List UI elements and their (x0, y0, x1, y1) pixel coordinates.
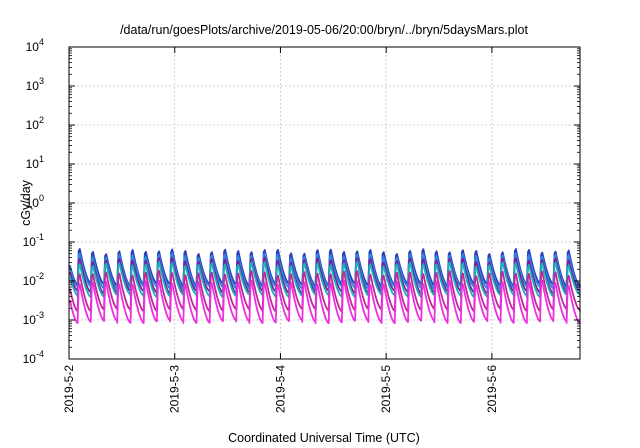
series-group (69, 247, 581, 325)
y-tick-exponent: 0 (39, 193, 44, 203)
y-tick-base: 10 (26, 157, 40, 171)
y-tick-base: 10 (26, 196, 40, 210)
y-tick-label: 101 (26, 154, 44, 171)
series-line (69, 252, 581, 290)
y-tick-exponent: -4 (36, 349, 44, 359)
series-line (69, 279, 581, 325)
x-tick-label: 2019-5-5 (379, 365, 393, 413)
y-tick-label: 100 (26, 193, 44, 210)
y-tick-exponent: 2 (39, 115, 44, 125)
y-tick-base: 10 (26, 79, 40, 93)
x-tick-label: 2019-5-2 (62, 365, 76, 413)
y-tick-base: 10 (23, 274, 37, 288)
y-tick-label: 104 (26, 37, 44, 54)
y-tick-base: 10 (26, 40, 40, 54)
y-tick-exponent: 1 (39, 154, 44, 164)
y-tick-base: 10 (23, 313, 37, 327)
y-tick-label: 102 (26, 115, 44, 132)
y-tick-exponent: 4 (39, 37, 44, 47)
x-tick-label: 2019-5-3 (168, 365, 182, 413)
series-line (69, 269, 581, 313)
y-tick-base: 10 (26, 118, 40, 132)
y-tick-label: 10-3 (23, 310, 44, 327)
y-tick-exponent: 3 (39, 76, 44, 86)
y-tick-label: 10-2 (23, 271, 44, 288)
x-axis: 2019-5-2 2019-5-3 2019-5-4 2019-5-5 2019-5-6 (62, 47, 499, 413)
chart-title: /data/run/goesPlots/archive/2019-05-06/2… (120, 23, 528, 37)
y-tick-exponent: -2 (36, 271, 44, 281)
y-tick-exponent: -1 (36, 232, 44, 242)
series-line (69, 260, 581, 299)
x-tick-label: 2019-5-4 (273, 365, 287, 413)
y-tick-base: 10 (23, 352, 37, 366)
y-tick-label: 10-4 (23, 349, 44, 366)
x-axis-label: Coordinated Universal Time (UTC) (228, 431, 420, 445)
y-tick-label: 103 (26, 76, 44, 93)
x-tick-label: 2019-5-6 (485, 365, 499, 413)
y-axis-label: cGy/day (19, 179, 33, 226)
y-tick-label: 10-1 (23, 232, 44, 249)
y-tick-exponent: -3 (36, 310, 44, 320)
y-tick-base: 10 (23, 235, 37, 249)
